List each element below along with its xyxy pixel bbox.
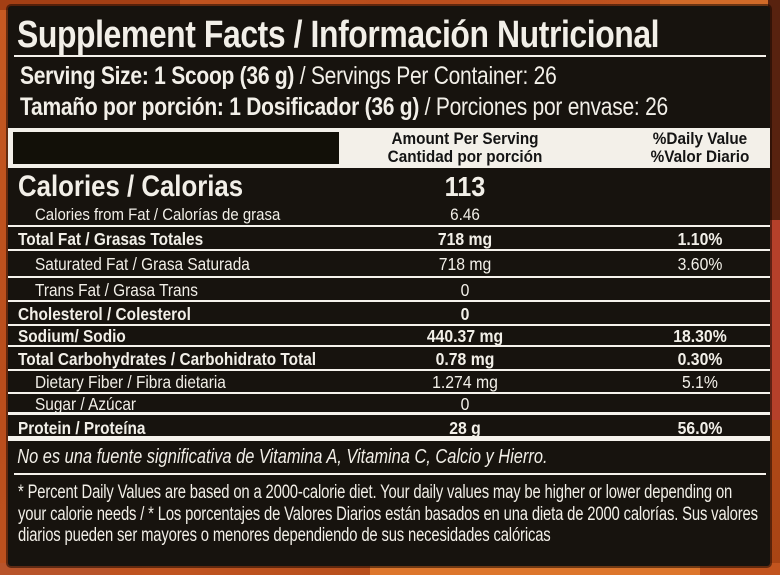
nutrient-row-calories-from-fat: Calories from Fat / Calorías de grasa 6.…	[8, 204, 770, 227]
packaging-background-patch	[0, 0, 180, 10]
packaging-background-patch	[768, 0, 780, 220]
nutrient-amount: 718 mg	[438, 254, 492, 274]
nutrient-amount: 718 mg	[437, 229, 493, 249]
daily-value-disclaimer-area: * Percent Daily Values are based on a 20…	[8, 475, 770, 547]
nutrient-daily-value: 0.30%	[677, 349, 723, 369]
nutrient-row-protein: Protein / Proteína 28 g 56.0%	[8, 415, 770, 441]
nutrient-daily-value: 56.0%	[677, 418, 723, 438]
panel-title: Supplement Facts / Información Nutricion…	[17, 14, 660, 56]
nutrient-daily-value: 1.10%	[677, 229, 723, 249]
nutrient-label: Sugar / Azúcar	[35, 394, 137, 414]
nutrient-amount: 113	[444, 171, 486, 202]
nutrient-row-total-carbohydrates: Total Carbohydrates / Carbohidrato Total…	[8, 347, 770, 371]
packaging-background-patch	[700, 563, 780, 575]
column-header-dv-es: %Valor Diario	[650, 147, 750, 166]
nutrient-label: Sodium/ Sodio	[18, 326, 126, 346]
supplement-facts-panel: Supplement Facts / Información Nutricion…	[8, 6, 770, 566]
servings-per-container-es: / Porciones por envase: 26	[419, 93, 669, 121]
serving-size-en: Serving Size: 1 Scoop (36 g)	[20, 62, 295, 90]
panel-title-area: Supplement Facts / Información Nutricion…	[8, 6, 770, 55]
nutrient-row-sodium: Sodium/ Sodio 440.37 mg 18.30%	[8, 326, 770, 347]
column-header-bar: Amount Per Serving Cantidad por porción …	[8, 128, 770, 168]
nutrient-daily-value: 5.1%	[682, 372, 718, 392]
nutrient-label: Protein / Proteína	[18, 418, 146, 438]
nutrient-daily-value: 3.60%	[677, 254, 723, 274]
nutrient-row-cholesterol: Cholesterol / Colesterol 0	[8, 302, 770, 326]
nutrient-amount: 0.78 mg	[435, 349, 495, 369]
nutrient-daily-value: 18.30%	[673, 326, 727, 346]
nutrient-amount: 0	[460, 394, 470, 414]
nutrient-amount: 1.274 mg	[432, 372, 498, 392]
column-header-black-box	[13, 132, 339, 164]
nutrient-row-saturated-fat: Saturated Fat / Grasa Saturada 718 mg 3.…	[8, 251, 770, 278]
nutrient-row-trans-fat: Trans Fat / Grasa Trans 0	[8, 278, 770, 302]
nutrient-label: Cholesterol / Colesterol	[18, 304, 191, 324]
nutrient-label: Trans Fat / Grasa Trans	[35, 280, 198, 300]
divider	[14, 55, 766, 57]
nutrient-row-calories: Calories / Calorias 113	[8, 168, 770, 204]
nutrient-amount: 6.46	[450, 205, 480, 224]
serving-size-line-en: Serving Size: 1 Scoop (36 g) / Servings …	[20, 61, 650, 92]
packaging-background-patch	[0, 563, 110, 575]
nutrient-label: Calories from Fat / Calorías de grasa	[35, 205, 281, 224]
serving-size-es: Tamaño por porción: 1 Dosificador (36 g)	[20, 93, 420, 121]
column-header-amount-es: Cantidad por porción	[387, 147, 543, 166]
nutrient-label: Saturated Fat / Grasa Saturada	[35, 254, 250, 274]
nutrient-label: Total Carbohydrates / Carbohidrato Total	[18, 349, 317, 369]
nutrient-amount: 440.37 mg	[426, 326, 504, 346]
column-header-daily-value: %Daily Value %Valor Diario	[608, 130, 770, 166]
nutrient-row-sugar: Sugar / Azúcar 0	[8, 394, 770, 415]
nutrient-row-dietary-fiber: Dietary Fiber / Fibra dietaria 1.274 mg …	[8, 371, 770, 394]
packaging-background-patch	[370, 564, 700, 575]
column-header-dv-en: %Daily Value	[652, 129, 748, 148]
nutrient-label: Dietary Fiber / Fibra dietaria	[35, 372, 226, 392]
column-header-amount-en: Amount Per Serving	[391, 129, 539, 148]
not-significant-source-note-row: No es una fuente significativa de Vitami…	[14, 441, 766, 475]
nutrient-amount: 0	[460, 304, 470, 324]
daily-value-disclaimer: * Percent Daily Values are based on a 20…	[18, 482, 758, 546]
nutrient-label: Calories / Calorias	[18, 170, 244, 203]
not-significant-source-note: No es una fuente significativa de Vitami…	[17, 446, 548, 468]
servings-per-container-en: / Servings Per Container: 26	[294, 62, 557, 90]
packaging-background-patch	[660, 0, 780, 10]
column-header-amount: Amount Per Serving Cantidad por porción	[375, 130, 555, 166]
nutrient-label: Total Fat / Grasas Totales	[18, 229, 204, 249]
nutrient-amount: 0	[460, 280, 470, 300]
nutrient-row-total-fat: Total Fat / Grasas Totales 718 mg 1.10%	[8, 227, 770, 251]
serving-info: Serving Size: 1 Scoop (36 g) / Servings …	[8, 57, 770, 121]
serving-size-line-es: Tamaño por porción: 1 Dosificador (36 g)…	[20, 92, 668, 123]
nutrient-amount: 28 g	[449, 418, 481, 438]
